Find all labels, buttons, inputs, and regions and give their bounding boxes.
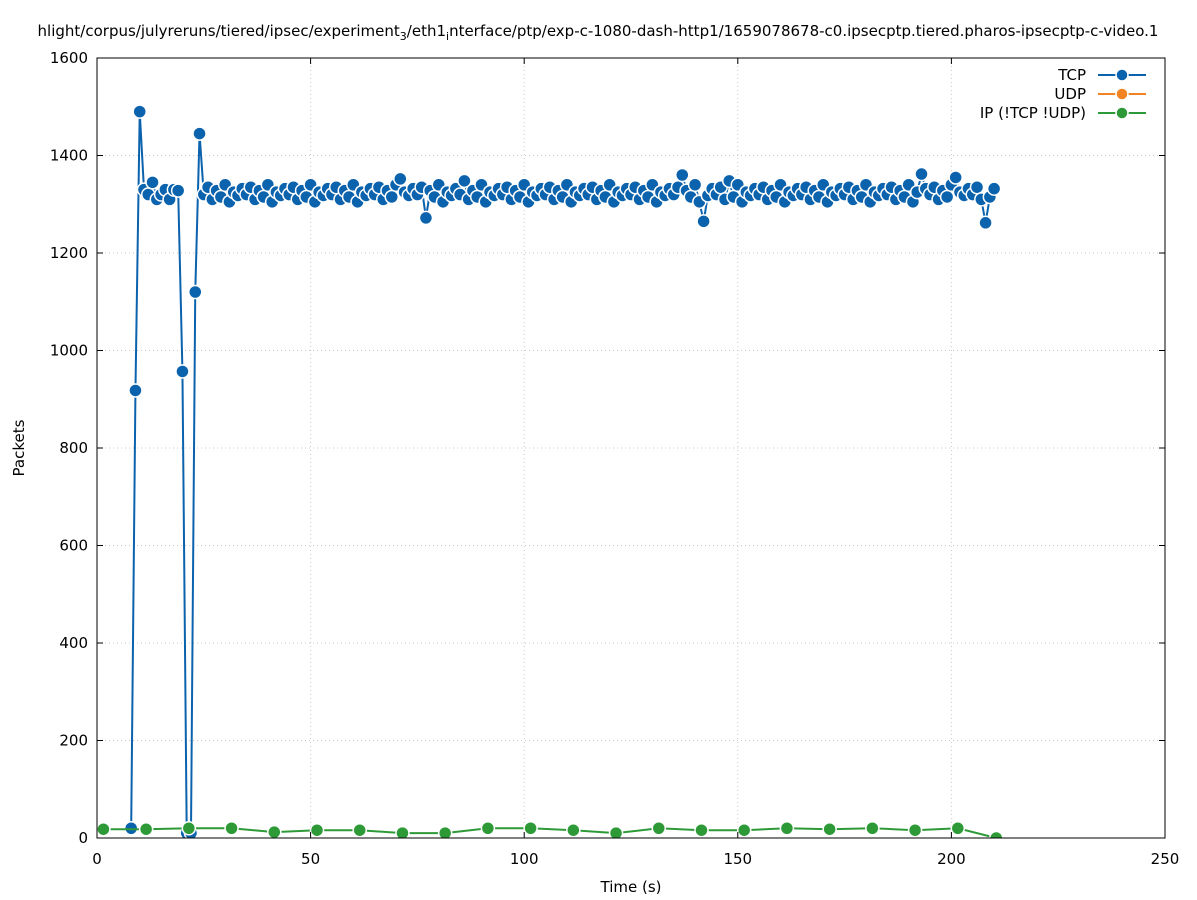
data-point bbox=[181, 821, 197, 836]
data-point bbox=[267, 824, 282, 838]
data-point bbox=[950, 821, 966, 836]
data-point bbox=[978, 215, 993, 231]
data-point bbox=[309, 822, 325, 838]
y-tick-label: 800 bbox=[59, 439, 88, 457]
x-tick-label: 200 bbox=[937, 850, 966, 868]
data-point bbox=[651, 821, 667, 836]
data-point bbox=[675, 167, 690, 183]
data-point bbox=[736, 822, 752, 838]
x-tick-label: 150 bbox=[723, 850, 752, 868]
data-point bbox=[865, 821, 880, 836]
x-tick-label: 250 bbox=[1151, 850, 1180, 868]
data-point bbox=[779, 821, 795, 836]
data-point bbox=[352, 822, 367, 838]
data-point bbox=[437, 825, 453, 838]
data-point bbox=[480, 821, 496, 836]
y-axis-label: Packets bbox=[10, 419, 28, 476]
title-part: hlight/corpus/julyreruns/tiered/ipsec/ex… bbox=[38, 22, 400, 40]
data-point bbox=[948, 170, 963, 185]
data-point bbox=[175, 364, 190, 379]
data-point bbox=[145, 175, 160, 190]
data-point bbox=[939, 189, 955, 205]
y-tick-label: 200 bbox=[59, 732, 88, 750]
data-point bbox=[696, 214, 711, 229]
title-part: nterface/ptp/exp-c-1080-dash-http1/16590… bbox=[449, 22, 1158, 40]
x-tick-label: 100 bbox=[510, 850, 539, 868]
data-point bbox=[687, 177, 703, 192]
data-point bbox=[170, 183, 186, 198]
data-point bbox=[914, 166, 929, 182]
title-subscript: i bbox=[446, 30, 449, 43]
series-line bbox=[103, 827, 997, 838]
data-point bbox=[523, 821, 538, 836]
y-tick-label: 600 bbox=[59, 537, 88, 555]
data-point bbox=[694, 822, 709, 838]
y-tick-label: 1600 bbox=[50, 49, 88, 67]
y-tick-label: 1000 bbox=[50, 342, 88, 360]
data-point bbox=[393, 171, 408, 187]
series-line bbox=[130, 111, 996, 835]
data-point bbox=[132, 104, 147, 119]
legend-label: UDP bbox=[1054, 85, 1086, 103]
data-point bbox=[986, 181, 1002, 196]
legend-swatch bbox=[1115, 87, 1129, 101]
data-point bbox=[384, 189, 400, 205]
legend-label: IP (!TCP !UDP) bbox=[980, 104, 1086, 122]
chart-title: hlight/corpus/julyreruns/tiered/ipsec/ex… bbox=[38, 22, 1159, 43]
y-tick-label: 1400 bbox=[50, 147, 88, 165]
data-point bbox=[224, 821, 239, 836]
data-point bbox=[192, 126, 207, 141]
data-point bbox=[969, 179, 985, 195]
legend-label: TCP bbox=[1057, 66, 1086, 84]
data-point bbox=[907, 822, 923, 838]
plot-area bbox=[97, 104, 1004, 838]
x-axis-label: Time (s) bbox=[600, 878, 662, 896]
data-point bbox=[989, 830, 1004, 838]
data-point bbox=[188, 284, 203, 300]
data-point bbox=[128, 383, 143, 398]
data-point bbox=[822, 821, 837, 837]
data-point bbox=[566, 822, 581, 838]
legend-swatch bbox=[1115, 106, 1129, 120]
y-tick-label: 400 bbox=[59, 634, 88, 652]
title-subscript: 3 bbox=[400, 30, 407, 43]
data-point bbox=[418, 210, 434, 226]
axes: 0 50 100 150 200 250 0 200 400 600 800 1000 1200 1400… bbox=[50, 49, 1180, 868]
legend-swatch bbox=[1115, 68, 1129, 82]
grid bbox=[96, 57, 1166, 839]
data-point bbox=[138, 821, 154, 837]
title-part: /eth1 bbox=[407, 22, 446, 40]
x-tick-label: 0 bbox=[92, 850, 102, 868]
y-tick-label: 1200 bbox=[50, 244, 88, 262]
data-point bbox=[395, 825, 410, 838]
data-point bbox=[608, 825, 624, 838]
x-tick-label: 50 bbox=[301, 850, 320, 868]
data-point bbox=[97, 821, 111, 837]
y-tick-label: 0 bbox=[78, 829, 88, 847]
data-point bbox=[457, 173, 472, 189]
